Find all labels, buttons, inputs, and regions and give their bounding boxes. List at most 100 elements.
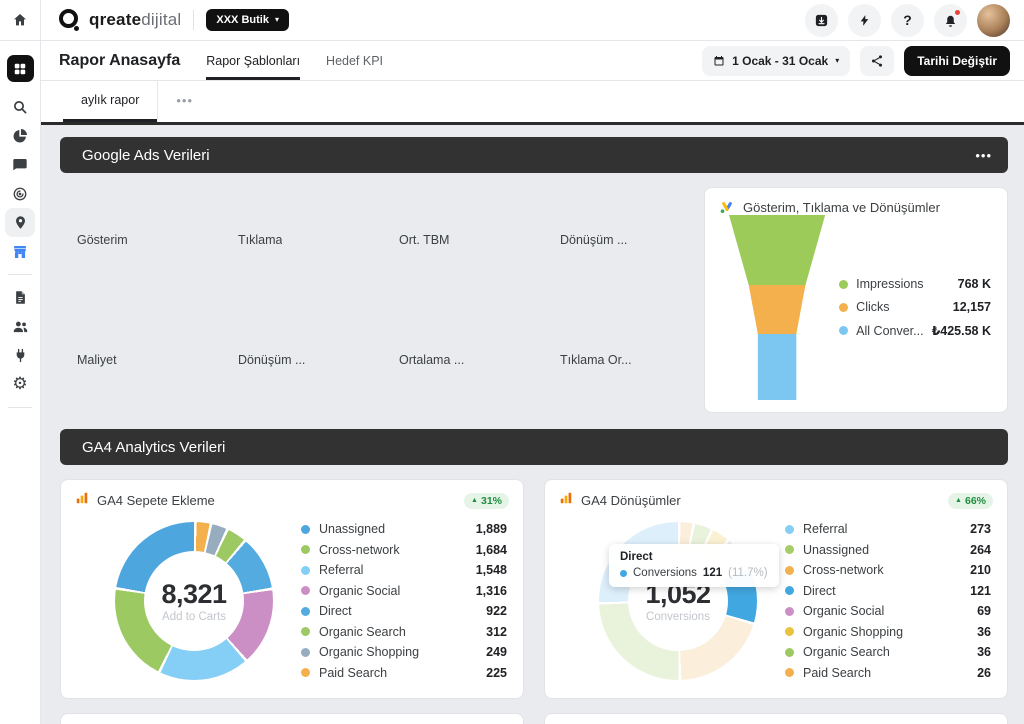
legend-item[interactable]: Ortalama ...: [382, 307, 524, 413]
more-tabs-button[interactable]: •••: [157, 81, 211, 122]
legend-dot: [785, 668, 794, 678]
legend-label: Organic Shopping: [319, 645, 420, 660]
help-button[interactable]: ?: [891, 3, 924, 37]
legend-item[interactable]: Paid Search 26: [785, 666, 991, 680]
store-icon[interactable]: [5, 237, 35, 266]
legend-item[interactable]: Impressions 768 K: [839, 277, 991, 291]
funnel-chart[interactable]: [729, 215, 826, 400]
legend-item[interactable]: Tıklama: [221, 187, 363, 293]
document-icon[interactable]: [5, 283, 35, 312]
location-pin-icon[interactable]: [5, 208, 35, 237]
legend-label: Direct: [319, 604, 352, 619]
section-menu-icon[interactable]: •••: [975, 147, 992, 163]
legend-item[interactable]: All Conver... ₺425.58 K: [839, 323, 991, 338]
legend-dot: [839, 279, 849, 289]
funnel-legend: Impressions 768 K Clicks 12,157 All Conv…: [825, 277, 993, 338]
legend-item[interactable]: Direct 922: [301, 604, 507, 618]
gear-icon[interactable]: ⚙: [12, 374, 28, 394]
users-icon[interactable]: [5, 312, 35, 341]
pie-chart-icon[interactable]: [5, 121, 35, 150]
donut-chart[interactable]: [115, 522, 273, 680]
legend-item[interactable]: Referral 273: [785, 522, 991, 536]
legend-dot: [301, 565, 310, 575]
dashboard-grid-icon[interactable]: [6, 55, 34, 82]
search-icon[interactable]: [5, 92, 35, 121]
tab-aylik-rapor[interactable]: aylık rapor: [63, 81, 158, 122]
legend-item[interactable]: Maliyet: [60, 307, 202, 413]
legend-value: 1,889: [475, 522, 507, 537]
legend-label: Organic Social: [803, 604, 885, 619]
legend-item[interactable]: Paid Search 225: [301, 666, 507, 680]
legend-dot: [785, 647, 794, 657]
legend-dot: [60, 236, 69, 245]
legend-item[interactable]: Unassigned 264: [785, 543, 991, 557]
date-range-button[interactable]: 1 Ocak - 31 Ocak ▾: [702, 45, 851, 76]
legend-label: Cross-network: [803, 563, 884, 578]
legend-value: 312: [486, 624, 507, 639]
legend-label: All Conver...: [856, 323, 924, 338]
trend-arrow-icon: ▲: [471, 497, 478, 504]
ga4-card: GA4 İşlem Adedi ▲66%: [60, 713, 524, 724]
user-avatar[interactable]: [977, 3, 1010, 37]
legend-label: Unassigned: [803, 542, 870, 557]
legend-item[interactable]: Tıklama Or...: [543, 307, 685, 413]
legend-item[interactable]: Unassigned 1,889: [301, 522, 507, 536]
legend-item[interactable]: Organic Search 312: [301, 625, 507, 639]
ga4-bottom-grid: GA4 İşlem Adedi ▲66% GA4 Toplam Gelir ▲3…: [60, 713, 1008, 724]
sidebar-divider: [8, 407, 32, 408]
legend-dot: [301, 586, 310, 596]
legend-item[interactable]: Direct 121: [785, 584, 991, 598]
legend-dot: [301, 647, 310, 657]
legend-item[interactable]: Referral 1,548: [301, 563, 507, 577]
legend-dot: [301, 545, 310, 555]
legend-value: 1,684: [475, 542, 507, 557]
legend-label: Maliyet: [77, 353, 117, 367]
legend-dot: [785, 524, 794, 534]
legend-item[interactable]: Dönüşüm ...: [543, 187, 685, 293]
legend-value: 264: [970, 542, 991, 557]
quick-actions-button[interactable]: [848, 3, 881, 37]
sidebar: ⚙: [0, 0, 41, 724]
tab-hedef-kpi[interactable]: Hedef KPI: [326, 53, 384, 68]
brand-logo[interactable]: qreatedijital: [59, 9, 181, 31]
legend-label: Ortalama ...: [399, 353, 465, 367]
legend-label: Unassigned: [319, 522, 386, 537]
notification-badge: [954, 8, 961, 16]
legend-dot: [785, 565, 794, 575]
legend-item[interactable]: Organic Shopping 36: [785, 625, 991, 639]
legend-dot: [839, 326, 849, 335]
remarketing-icon[interactable]: [5, 179, 35, 208]
card-title: GA4 Dönüşümler: [581, 493, 681, 508]
legend-item[interactable]: Ort. TBM: [382, 187, 524, 293]
legend-item[interactable]: Cross-network 1,684: [301, 543, 507, 557]
ga4-icon: [559, 491, 573, 510]
legend-item[interactable]: Clicks 12,157: [839, 300, 991, 314]
legend-item[interactable]: Organic Social 69: [785, 604, 991, 618]
chat-icon[interactable]: [5, 150, 35, 179]
export-button[interactable]: [805, 3, 838, 37]
legend-value: 121: [970, 583, 991, 598]
legend-item[interactable]: Organic Search 36: [785, 645, 991, 659]
donut-legend: Unassigned 1,889 Cross-network 1,684 Ref…: [301, 522, 507, 680]
legend-dot: [382, 356, 391, 365]
home-icon[interactable]: [5, 6, 35, 35]
legend-label: Direct: [803, 583, 836, 598]
account-selector[interactable]: XXX Butik ▾: [206, 9, 289, 31]
legend-item[interactable]: Organic Social 1,316: [301, 584, 507, 598]
donut-metric-label: Conversions: [646, 611, 710, 623]
tabs-divider: [41, 122, 1024, 125]
legend-label: Dönüşüm ...: [560, 233, 628, 247]
change-date-button[interactable]: Tarihi Değiştir: [904, 45, 1010, 76]
notifications-button[interactable]: [934, 3, 967, 37]
legend-item[interactable]: Gösterim: [60, 187, 202, 293]
tab-rapor-sablonlari[interactable]: Rapor Şablonları: [206, 41, 301, 80]
legend-label: Paid Search: [803, 665, 872, 680]
legend-label: Organic Search: [319, 624, 406, 639]
legend-item[interactable]: Dönüşüm ...: [221, 307, 363, 413]
legend-item[interactable]: Cross-network 210: [785, 563, 991, 577]
legend-dot: [301, 524, 310, 534]
legend-item[interactable]: Organic Shopping 249: [301, 645, 507, 659]
plug-icon[interactable]: [5, 341, 35, 370]
share-button[interactable]: [860, 45, 895, 76]
